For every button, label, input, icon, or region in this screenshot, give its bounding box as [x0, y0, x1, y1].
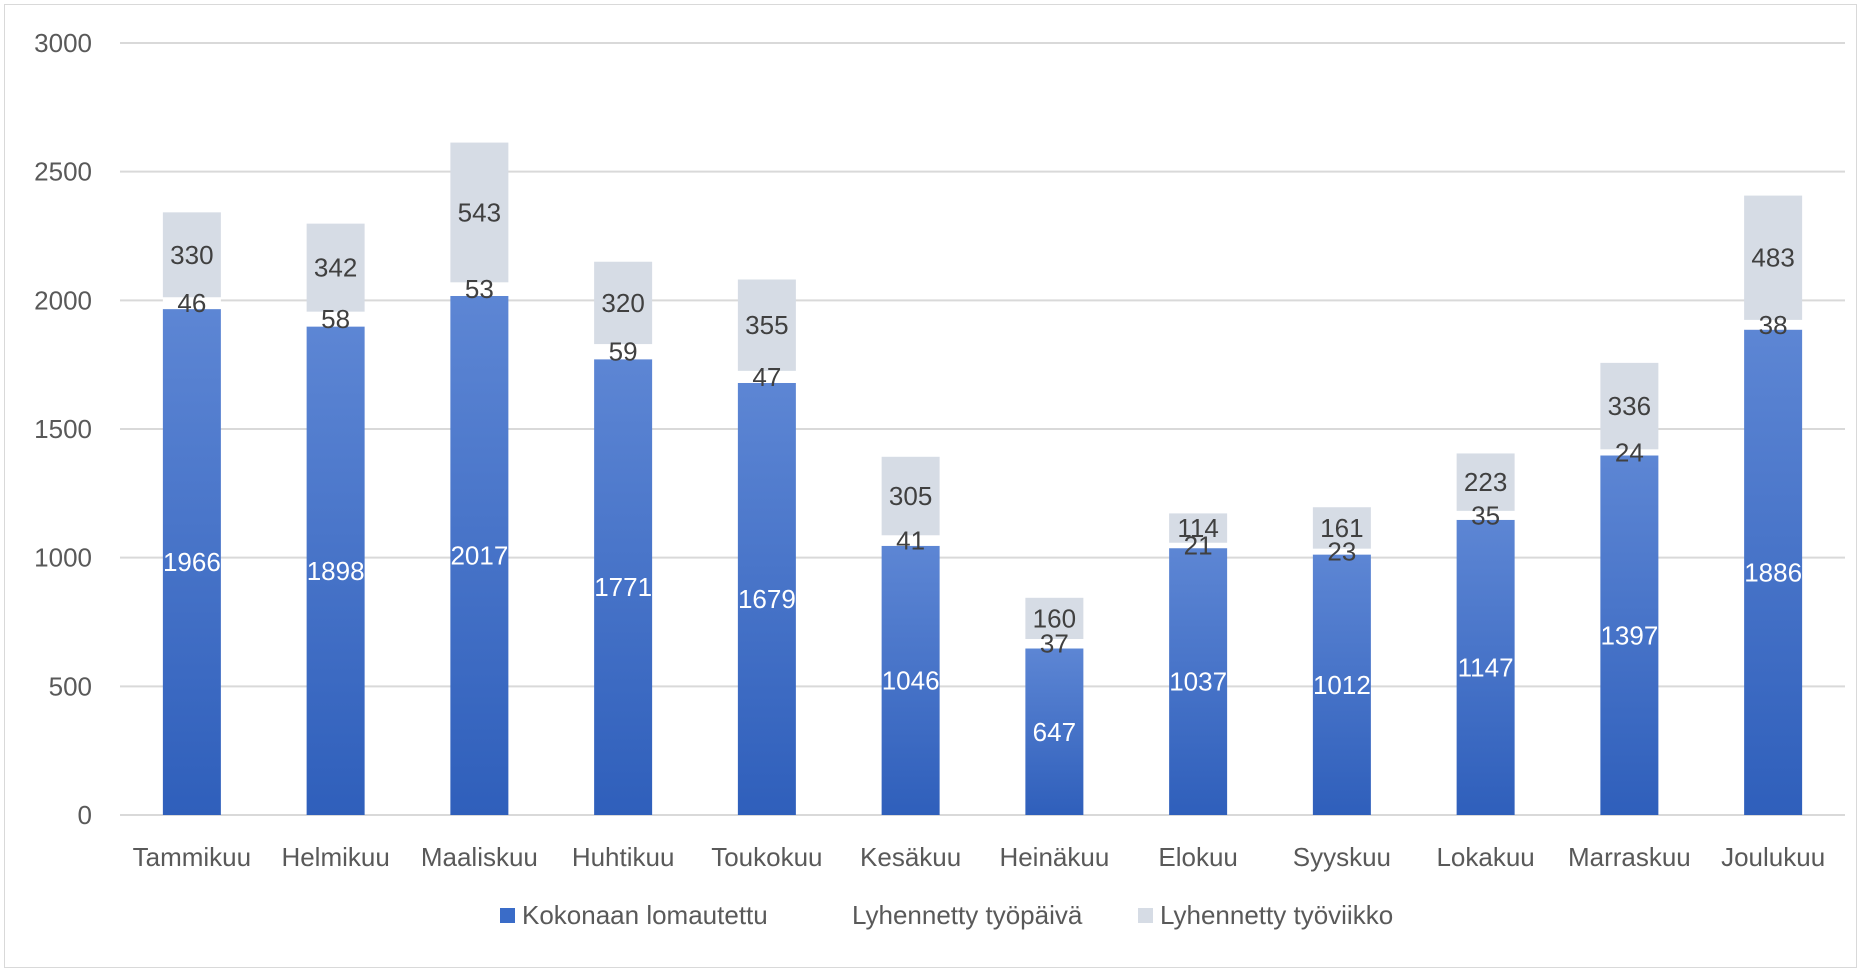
bar-segment-1 [1025, 648, 1084, 815]
bar-segment-2 [594, 344, 653, 360]
data-label: 1771 [594, 572, 652, 602]
bar-segment-3 [737, 279, 796, 371]
data-label: 1397 [1600, 620, 1658, 650]
legend-swatch-3 [1138, 908, 1153, 923]
bar-segment-3 [594, 261, 653, 345]
bar-segment-3 [1600, 362, 1659, 450]
data-label: 342 [314, 253, 357, 283]
bar-segment-2 [1456, 510, 1515, 520]
y-tick-label: 500 [49, 671, 92, 701]
data-label: 320 [601, 288, 644, 318]
legend-swatch-1 [500, 908, 515, 923]
bar-segment-1 [1312, 554, 1371, 815]
bar-segment-3 [1025, 597, 1084, 639]
data-label: 37 [1040, 629, 1069, 659]
data-label: 161 [1320, 513, 1363, 543]
data-label: 53 [465, 274, 494, 304]
data-label: 47 [752, 362, 781, 392]
bar-segment-3 [450, 142, 509, 283]
bar-segment-3 [306, 223, 365, 312]
y-tick-label: 2000 [34, 285, 92, 315]
bar-segment-1 [450, 295, 509, 815]
bar-segment-3 [1312, 507, 1371, 549]
bar-segment-2 [1025, 638, 1084, 649]
data-label: 1966 [163, 547, 221, 577]
y-tick-label: 0 [78, 800, 92, 830]
x-tick-label: Kesäkuu [860, 842, 961, 872]
data-label: 2017 [450, 540, 508, 570]
bar-segment-1 [162, 309, 221, 815]
bar-segment-2 [1600, 449, 1659, 456]
data-label: 35 [1471, 500, 1500, 530]
x-tick-label: Elokuu [1158, 842, 1238, 872]
data-label: 305 [889, 481, 932, 511]
x-tick-label: Joulukuu [1721, 842, 1825, 872]
y-tick-label: 1000 [34, 543, 92, 573]
data-label: 330 [170, 240, 213, 270]
bar-segment-1 [737, 382, 796, 815]
data-label: 336 [1608, 391, 1651, 421]
bar-segment-3 [1744, 195, 1803, 320]
data-label: 1679 [738, 584, 796, 614]
data-label: 1147 [1458, 652, 1514, 682]
data-label: 38 [1759, 310, 1788, 340]
data-label: 114 [1177, 513, 1218, 543]
legend-label-3: Lyhennetty työviikko [1160, 900, 1393, 930]
bar-segment-1 [1744, 329, 1803, 815]
data-label: 355 [745, 310, 788, 340]
x-tick-label: Maaliskuu [421, 842, 538, 872]
y-tick-label: 3000 [34, 28, 92, 58]
data-label: 1886 [1744, 557, 1802, 587]
data-label: 223 [1464, 467, 1507, 497]
bar-segment-1 [881, 545, 940, 815]
data-label: 543 [458, 197, 501, 227]
data-label: 1012 [1313, 670, 1371, 700]
legend-label-2: Lyhennetty työpäivä [852, 900, 1083, 930]
data-label: 1037 [1169, 667, 1227, 697]
x-tick-label: Lokakuu [1436, 842, 1534, 872]
bar-segment-3 [1169, 513, 1228, 543]
bar-segment-3 [162, 212, 221, 298]
x-tick-label: Tammikuu [133, 842, 251, 872]
bar-segment-1 [306, 326, 365, 815]
bar-segment-1 [1600, 455, 1659, 815]
data-label: 46 [177, 288, 206, 318]
bar-segment-2 [881, 535, 940, 546]
bar-segment-2 [737, 370, 796, 383]
x-tick-label: Syyskuu [1293, 842, 1391, 872]
data-label: 59 [609, 337, 638, 367]
data-label: 483 [1751, 243, 1794, 273]
x-tick-label: Marraskuu [1568, 842, 1691, 872]
y-tick-label: 1500 [34, 414, 92, 444]
bar-segment-2 [1169, 542, 1228, 549]
data-label: 1046 [882, 665, 940, 695]
x-tick-label: Heinäkuu [999, 842, 1109, 872]
data-label: 647 [1033, 717, 1076, 747]
bar-segment-3 [881, 456, 940, 536]
bar-segment-2 [306, 311, 365, 327]
data-label: 1898 [307, 556, 365, 586]
bar-segment-2 [1312, 548, 1371, 555]
data-label: 41 [896, 526, 925, 556]
bar-segment-1 [594, 359, 653, 815]
bar-segment-1 [1456, 519, 1515, 815]
bar-segment-2 [1744, 319, 1803, 330]
data-label: 23 [1327, 537, 1356, 567]
data-label: 24 [1615, 437, 1644, 467]
y-tick-label: 2500 [34, 157, 92, 187]
x-tick-label: Huhtikuu [572, 842, 675, 872]
bar-segment-3 [1456, 453, 1515, 511]
bar-segment-1 [1169, 548, 1228, 815]
legend-swatch-2 [830, 908, 845, 923]
x-tick-label: Helmikuu [281, 842, 389, 872]
bar-segment-2 [162, 297, 221, 310]
data-label: 160 [1033, 603, 1076, 633]
data-label: 21 [1184, 530, 1213, 560]
x-tick-label: Toukokuu [711, 842, 822, 872]
data-label: 58 [321, 304, 350, 334]
bar-segment-2 [450, 282, 509, 296]
legend-label-1: Kokonaan lomautettu [522, 900, 768, 930]
